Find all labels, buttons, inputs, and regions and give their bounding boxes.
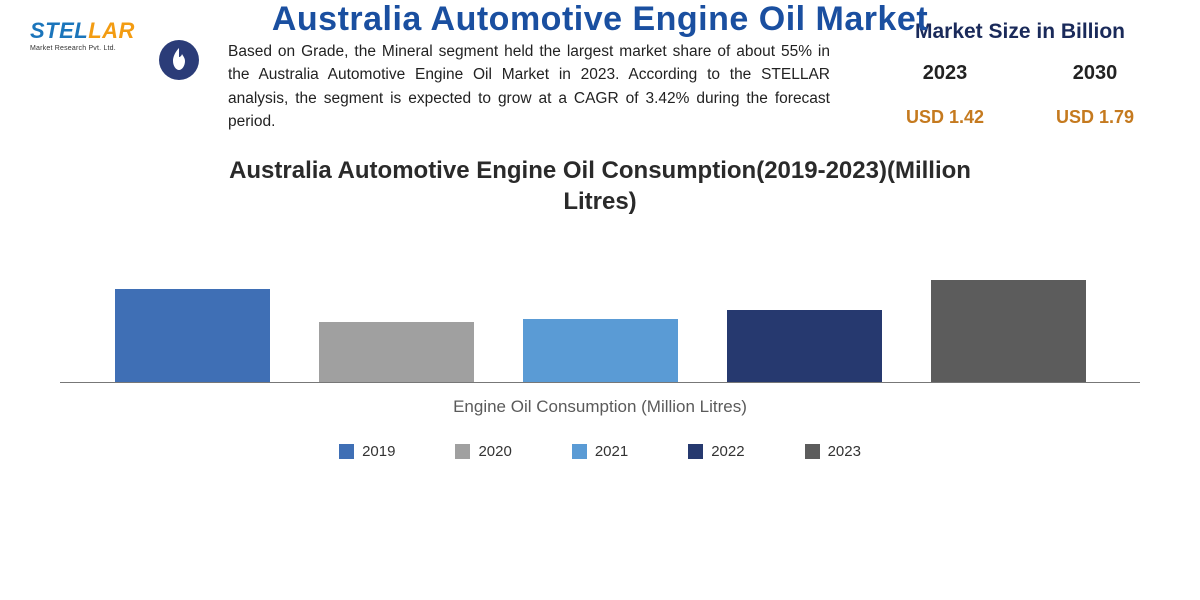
legend-label-2019: 2019 <box>362 443 395 460</box>
chart-plot-area <box>60 233 1140 383</box>
legend-swatch-2023 <box>805 444 820 459</box>
legend-swatch-2019 <box>339 444 354 459</box>
legend-swatch-2020 <box>455 444 470 459</box>
market-size-year-0: 2023 <box>923 62 968 85</box>
legend-item-2021: 2021 <box>572 443 628 460</box>
chart-block: Australia Automotive Engine Oil Consumpt… <box>30 155 1170 460</box>
market-size-year-1: 2030 <box>1073 62 1118 85</box>
bar-2023 <box>931 280 1086 382</box>
brand-logo-subtitle: Market Research Pvt. Ltd. <box>30 45 130 52</box>
legend-item-2023: 2023 <box>805 443 861 460</box>
bar-2019 <box>115 289 270 382</box>
page-title: Australia Automotive Engine Oil Market <box>0 0 1200 39</box>
market-size-years: 2023 2030 <box>870 62 1170 85</box>
legend-label-2023: 2023 <box>828 443 861 460</box>
legend-label-2022: 2022 <box>711 443 744 460</box>
market-size-value-0: USD 1.42 <box>906 107 984 128</box>
chart-title: Australia Automotive Engine Oil Consumpt… <box>190 155 1010 217</box>
flame-icon-svg <box>169 48 189 72</box>
bar-2021 <box>523 319 678 382</box>
legend-label-2020: 2020 <box>478 443 511 460</box>
legend-swatch-2022 <box>688 444 703 459</box>
infographic-page: Australia Automotive Engine Oil Market S… <box>0 0 1200 600</box>
legend-swatch-2021 <box>572 444 587 459</box>
description-text: Based on Grade, the Mineral segment held… <box>228 40 830 133</box>
chart-legend: 2019 2020 2021 2022 2023 <box>30 443 1170 460</box>
legend-item-2019: 2019 <box>339 443 395 460</box>
chart-bars <box>60 233 1140 382</box>
flame-icon <box>159 40 199 80</box>
chart-x-axis-label: Engine Oil Consumption (Million Litres) <box>30 397 1170 417</box>
bar-2020 <box>319 322 474 382</box>
market-size-value-1: USD 1.79 <box>1056 107 1134 128</box>
legend-label-2021: 2021 <box>595 443 628 460</box>
legend-item-2022: 2022 <box>688 443 744 460</box>
bar-2022 <box>727 310 882 382</box>
market-size-values: USD 1.42 USD 1.79 <box>870 107 1170 128</box>
legend-item-2020: 2020 <box>455 443 511 460</box>
